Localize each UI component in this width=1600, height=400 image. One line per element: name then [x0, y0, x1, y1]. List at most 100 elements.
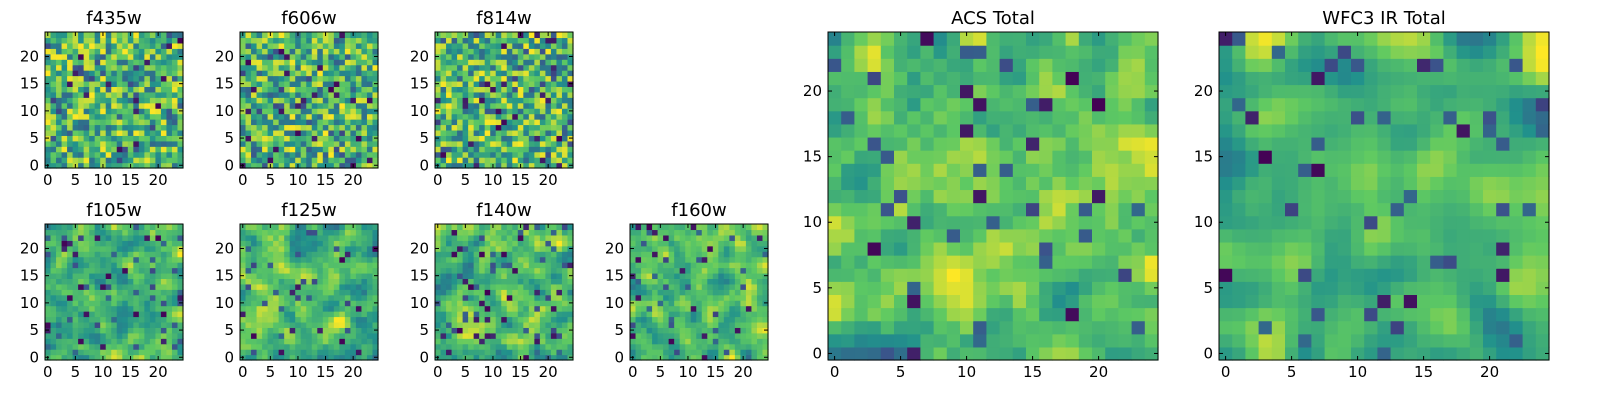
heatmap-cell — [473, 37, 480, 44]
heatmap-cell — [339, 129, 346, 136]
heatmap-cell — [523, 332, 530, 339]
heatmap-cell — [300, 294, 307, 301]
heatmap-cell — [72, 151, 79, 158]
heatmap-cell — [133, 102, 140, 109]
heatmap-cell — [674, 332, 681, 339]
heatmap-cell — [144, 32, 151, 39]
heatmap-cell — [295, 234, 302, 241]
heatmap-cell — [311, 162, 318, 169]
heatmap-cell — [534, 70, 541, 77]
heatmap-cell — [1052, 268, 1067, 282]
heatmap-cell — [495, 162, 502, 169]
heatmap-cell — [894, 255, 908, 269]
heatmap-cell — [1052, 281, 1067, 295]
heatmap-cell — [355, 262, 363, 269]
heatmap-cell — [171, 224, 179, 231]
heatmap-cell — [539, 327, 546, 334]
heatmap-cell — [484, 48, 491, 55]
heatmap-cell — [517, 311, 524, 318]
heatmap-cell — [567, 224, 574, 231]
heatmap-cell — [468, 146, 475, 153]
heatmap-cell — [267, 37, 274, 44]
heatmap-cell — [729, 283, 736, 290]
heatmap-cell — [339, 140, 346, 147]
heatmap-cell — [89, 283, 96, 290]
heatmap-cell — [273, 338, 280, 345]
heatmap-cell — [1131, 228, 1146, 243]
heatmap-cell — [561, 294, 569, 301]
heatmap-cell — [289, 157, 296, 164]
heatmap-cell — [539, 151, 546, 158]
heatmap-cell — [907, 268, 921, 282]
heatmap-cell — [361, 343, 368, 350]
heatmap-cell — [534, 140, 541, 147]
heatmap-cell — [468, 343, 475, 350]
heatmap-cell — [756, 240, 764, 247]
heatmap-cell — [111, 97, 118, 104]
heatmap-cell — [56, 102, 63, 109]
heatmap-cell — [762, 289, 769, 296]
heatmap-cell — [105, 305, 112, 312]
heatmap-cell — [355, 135, 363, 142]
heatmap-cell — [300, 354, 307, 361]
heatmap-cell — [440, 283, 447, 290]
heatmap-cell — [138, 316, 145, 323]
heatmap-cell — [534, 91, 541, 98]
heatmap-cell — [94, 245, 101, 252]
heatmap-cell — [328, 119, 335, 126]
heatmap-cell — [468, 119, 475, 126]
heatmap-cell — [245, 289, 252, 296]
heatmap-cell — [657, 234, 664, 241]
heatmap-cell — [712, 300, 719, 307]
heatmap-cell — [306, 245, 313, 252]
panel-title: f125w — [281, 200, 336, 221]
heatmap-cell — [317, 311, 324, 318]
heatmap-cell — [756, 234, 764, 241]
heatmap-cell — [512, 224, 519, 231]
heatmap-cell — [83, 48, 90, 55]
heatmap-cell — [177, 321, 184, 328]
heatmap-cell — [1065, 228, 1080, 243]
heatmap-cell — [56, 300, 63, 307]
heatmap-cell — [78, 113, 85, 120]
heatmap-cell — [457, 59, 464, 66]
heatmap-cell — [652, 267, 659, 274]
heatmap-cell — [501, 267, 508, 274]
heatmap-cell — [116, 289, 123, 296]
heatmap-cell — [528, 300, 535, 307]
heatmap-cell — [138, 102, 145, 109]
heatmap-cell — [295, 102, 302, 109]
heatmap-cell — [663, 283, 670, 290]
heatmap-cell — [306, 140, 313, 147]
heatmap-cell — [333, 321, 340, 328]
heatmap-cell — [663, 354, 670, 361]
heatmap-cell — [333, 119, 340, 126]
heatmap-cell — [116, 75, 123, 82]
heatmap-cell — [256, 119, 263, 126]
heatmap-cell — [67, 151, 74, 158]
heatmap-cell — [523, 311, 530, 318]
heatmap-cell — [83, 245, 90, 252]
heatmap-cell — [245, 151, 252, 158]
heatmap-cell — [933, 346, 948, 361]
heatmap-cell — [663, 240, 670, 247]
heatmap-cell — [550, 124, 558, 131]
heatmap-cell — [457, 119, 464, 126]
heatmap-cell — [854, 150, 869, 164]
heatmap-cell — [668, 294, 675, 301]
heatmap-cell — [306, 234, 313, 241]
heatmap-cell — [240, 294, 247, 301]
heatmap-cell — [171, 294, 179, 301]
heatmap-cell — [311, 267, 318, 274]
heatmap-cell — [83, 113, 90, 120]
x-tick-label: 0 — [238, 363, 248, 381]
heatmap-cell — [841, 333, 855, 348]
heatmap-cell — [1065, 241, 1080, 256]
heatmap-cell — [322, 70, 329, 77]
heatmap-cell — [361, 162, 368, 169]
heatmap-cell — [561, 321, 569, 328]
heatmap-cell — [517, 305, 524, 312]
heatmap-cell — [350, 283, 357, 290]
heatmap-cell — [116, 245, 123, 252]
